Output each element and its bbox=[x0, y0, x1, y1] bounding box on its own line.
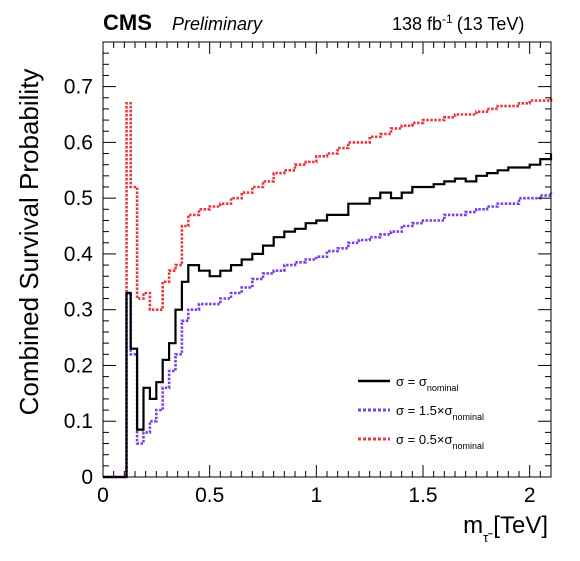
y-tick-label: 0.6 bbox=[64, 131, 93, 154]
series-low-line bbox=[103, 97, 553, 479]
x-tick-label: 0.5 bbox=[195, 484, 224, 507]
x-axis-title: mτ̃ [TeV] bbox=[463, 512, 548, 545]
y-tick-label: 0.7 bbox=[64, 76, 93, 99]
series-layer bbox=[103, 97, 553, 479]
x-tick-label: 1.5 bbox=[408, 484, 437, 507]
preliminary-label: Preliminary bbox=[172, 14, 263, 34]
y-tick-label: 0.4 bbox=[64, 243, 94, 266]
legend-high-label: σ = 1.5×σnominal bbox=[396, 403, 484, 422]
cms-label: CMS bbox=[103, 10, 152, 35]
x-axis-title-sub: τ̃ bbox=[483, 530, 493, 545]
y-tick-label: 0 bbox=[81, 466, 93, 489]
x-axis-title-main: m bbox=[463, 512, 483, 539]
series-nominal-line bbox=[103, 153, 553, 479]
lumi-exponent: -1 bbox=[442, 12, 453, 26]
energy-value: (13 TeV) bbox=[457, 14, 525, 34]
y-tick-label: 0.5 bbox=[64, 187, 93, 210]
x-tick-label: 1 bbox=[310, 484, 322, 507]
series-high-line bbox=[103, 192, 553, 479]
y-axis-title: Combined Survival Probability bbox=[14, 69, 44, 416]
legend: σ = σnominal σ = 1.5×σnominal σ = 0.5×σnom… bbox=[358, 374, 484, 451]
legend-nominal-label: σ = σnominal bbox=[396, 374, 458, 393]
legend-low-label: σ = 0.5×σnominal bbox=[396, 432, 484, 451]
x-tick-label: 2 bbox=[524, 484, 536, 507]
x-axis-title-unit: [TeV] bbox=[493, 512, 548, 539]
y-tick-label: 0.2 bbox=[64, 354, 93, 377]
ticks-layer: 0 0.5 1 1.5 2 0 0.1 0.2 0.3 0.4 0.5 0.6 0.7 bbox=[64, 42, 552, 507]
y-tick-label: 0.3 bbox=[64, 299, 93, 322]
luminosity-label: 138 fb-1 (13 TeV) bbox=[392, 12, 524, 34]
plot-frame bbox=[102, 41, 552, 478]
x-tick-label: 0 bbox=[97, 484, 109, 507]
y-tick-label: 0.1 bbox=[64, 410, 93, 433]
lumi-value: 138 fb bbox=[392, 14, 442, 34]
